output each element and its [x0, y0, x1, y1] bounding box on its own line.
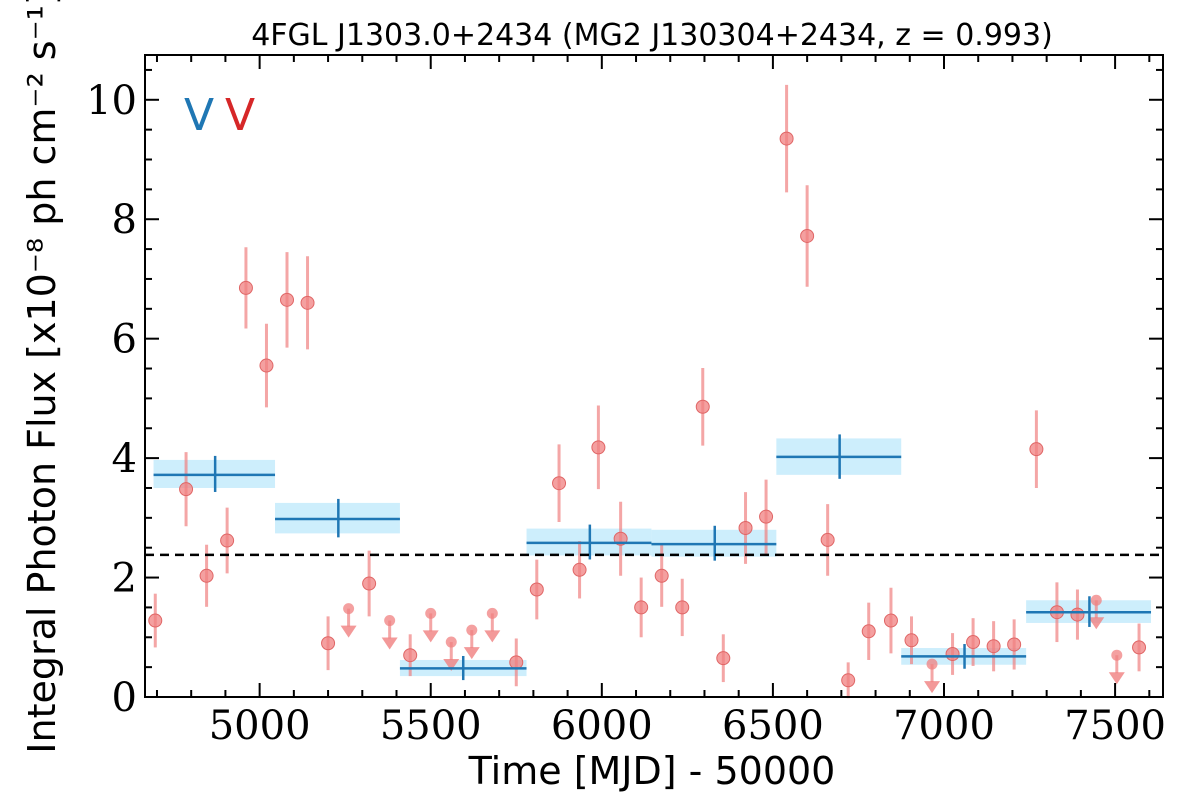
- upper-limit-arrow: [484, 630, 501, 643]
- data-point: [403, 648, 418, 663]
- data-point: [759, 509, 774, 524]
- data-point: [362, 576, 377, 591]
- data-point: [800, 228, 815, 243]
- data-point: [509, 655, 524, 670]
- data-point: [1007, 637, 1022, 652]
- x-tick-label: 6000: [551, 703, 653, 749]
- data-point: [529, 582, 544, 597]
- upper-limit-point: [343, 603, 355, 615]
- y-axis-label: Integral Photon Flux [x10⁻⁸ ph cm⁻² s⁻¹]: [20, 0, 64, 754]
- y-tick-label: 0: [112, 675, 137, 721]
- data-point: [591, 440, 606, 455]
- legend-marker-points: V: [225, 90, 255, 141]
- data-point: [738, 520, 753, 535]
- upper-limit-arrow: [463, 647, 480, 660]
- bin-band-layer: [153, 438, 1152, 677]
- data-point: [238, 280, 253, 295]
- x-tick-label: 7500: [1064, 703, 1166, 749]
- data-point: [148, 613, 163, 628]
- legend-marker-binned: V: [184, 90, 214, 141]
- upper-limit-arrow: [422, 630, 439, 643]
- data-point: [1070, 607, 1085, 622]
- upper-limit-arrow: [443, 659, 460, 672]
- x-axis-label: Time [MJD] - 50000: [468, 749, 836, 793]
- data-point: [321, 636, 336, 651]
- data-point: [861, 624, 876, 639]
- data-point: [199, 568, 214, 583]
- y-tick-label: 8: [112, 197, 137, 243]
- upper-limit-point: [1090, 594, 1102, 606]
- data-point: [259, 358, 274, 373]
- upper-limit-arrow: [1088, 617, 1105, 630]
- x-tick-label: 6500: [722, 703, 824, 749]
- tick-label-layer: 5000 5500 6000 6500 7000 7500 0 2 4 6 8 10: [86, 78, 1166, 749]
- upper-limit-arrow: [381, 637, 398, 650]
- x-tick-label: 5000: [209, 703, 311, 749]
- data-point: [841, 673, 856, 688]
- data-point: [280, 292, 295, 307]
- upper-limit-arrow: [340, 625, 357, 638]
- data-point: [179, 482, 194, 497]
- upper-limit-point: [445, 636, 457, 648]
- upper-limit-point: [384, 615, 396, 627]
- x-tick-label: 5500: [380, 703, 482, 749]
- x-tick-label: 7000: [893, 703, 995, 749]
- y-tick-label: 2: [112, 556, 137, 602]
- data-point: [675, 600, 690, 615]
- bin-line-layer: [153, 434, 1152, 681]
- data-point: [716, 651, 731, 666]
- data-point: [1132, 640, 1147, 655]
- data-point: [220, 533, 235, 548]
- data-point: [634, 600, 649, 615]
- upper-limit-point: [1111, 649, 1123, 661]
- data-point: [572, 562, 587, 577]
- plot-frame: [144, 54, 1164, 698]
- data-point: [904, 633, 919, 648]
- data-point: [986, 639, 1001, 654]
- data-point: [779, 131, 794, 146]
- upper-limit-layer: [340, 594, 1125, 694]
- upper-limit-point: [425, 607, 437, 619]
- data-point: [654, 568, 669, 583]
- data-point: [966, 635, 981, 650]
- data-point: [945, 647, 960, 662]
- upper-limit-point: [466, 624, 478, 636]
- upper-limit-point: [926, 658, 938, 670]
- data-point: [300, 295, 315, 310]
- chart-title: 4FGL J1303.0+2434 (MG2 J130304+2434, z =…: [251, 18, 1053, 53]
- upper-limit-arrow: [1108, 672, 1125, 685]
- data-point-layer: [148, 131, 1147, 688]
- data-point: [695, 399, 710, 414]
- upper-limit-point: [486, 607, 498, 619]
- upper-limit-arrow: [924, 681, 941, 694]
- y-tick-label: 6: [112, 317, 137, 363]
- data-point: [820, 532, 835, 547]
- data-point: [552, 476, 567, 491]
- axis-ticks-layer: [145, 55, 1163, 698]
- y-tick-label: 4: [112, 436, 137, 482]
- y-tick-label: 10: [86, 78, 137, 124]
- data-point: [1029, 442, 1044, 457]
- data-point: [883, 613, 898, 628]
